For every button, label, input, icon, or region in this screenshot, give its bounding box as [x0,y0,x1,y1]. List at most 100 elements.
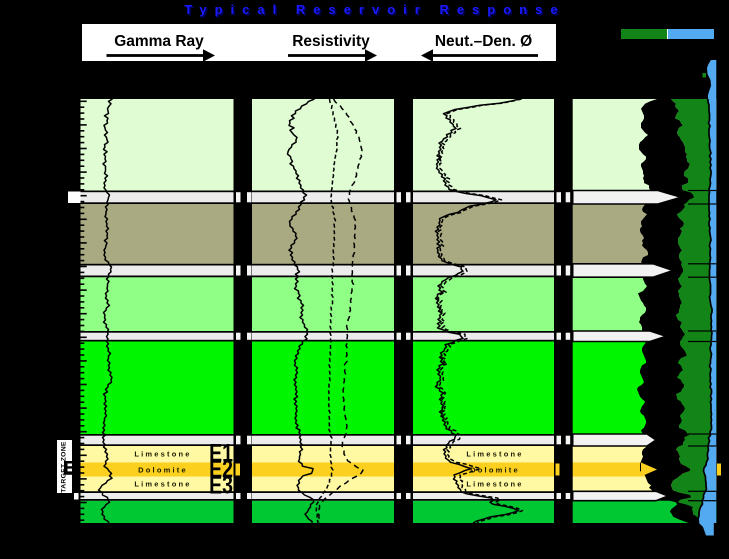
layer-limestone-e3 [413,476,554,492]
band-stub [406,493,411,499]
layer-shale-bright [80,341,234,434]
separator-band [252,331,394,342]
layer-shale-mid [252,277,394,331]
fluid-legend [621,28,714,39]
band-stub [396,332,401,340]
band-stub-left [68,191,81,203]
porosity-band-wedge [571,263,676,278]
separator-band [80,434,234,446]
separator-band [252,491,394,501]
separator-band [80,263,234,278]
band-stub [247,192,252,203]
lith-label-gr-0: Limestone [134,449,192,459]
layer-shale-upper [80,99,234,191]
track-header-gamma-ray: Gamma Ray [114,32,204,50]
band-line-t4 [688,263,717,265]
lith-label-gr-1: Dolomite [138,464,188,474]
track-header-resistivity: Resistivity [292,32,370,50]
band-stub [236,265,241,276]
dolomite-arrow [641,462,657,477]
layer-shale-upper [252,99,394,191]
curve-gamma-ray [97,98,113,524]
zone-label-e3: E3 [209,471,233,500]
band-stub [406,435,411,445]
dolomite-side-tick [235,463,240,476]
layer-silt-khaki [252,204,394,264]
band-stub [247,493,252,499]
band-stub [406,265,411,276]
layer-shale-bottom [252,500,394,523]
band-line-t4 [688,433,717,435]
band-line-t4 [688,340,717,343]
band-line-t4 [688,203,717,205]
band-line-t4 [688,490,717,492]
porosity-band-wedge [571,433,658,447]
legend-pay-swatch [621,28,667,39]
band-stub [556,493,561,499]
band-line-t4 [688,276,717,278]
target-zone-tick [74,493,79,500]
separator-band [80,190,234,204]
band-stub [236,435,241,445]
curve-nd-density [436,98,524,524]
band-stub [565,332,571,340]
band-line-t4 [688,500,717,502]
band-stub [565,265,571,276]
band-stub [556,265,561,276]
band-stub [406,192,411,203]
layer-shale-bottom [413,500,554,523]
band-stub [406,332,411,340]
separator-band [80,331,234,342]
separator-band [252,190,394,204]
band-stub [236,332,241,340]
band-stub [565,192,571,203]
lith-label-nd-1: Dolomite [470,464,520,474]
band-stub [396,435,401,445]
band-stub [565,435,571,445]
layer-limestone-e3 [80,476,234,492]
water-strip-top [707,60,717,99]
layer-dolomite-e2 [80,462,234,477]
pay-fleck [702,73,706,78]
zone-label-e1: E1 [209,439,233,468]
curve-nd-neutron [434,98,520,524]
gamma-ray-arrow-shaft [106,54,203,57]
layer-shale-bottom [80,500,234,523]
band-stub [247,265,252,276]
porosity-band-wedge [571,330,669,343]
legend-water-swatch [668,28,714,39]
band-stub [247,435,252,445]
layer-shale-mid [80,277,234,331]
band-stub [556,332,561,340]
band-stub [396,265,401,276]
target-zone-bracket [64,461,73,475]
band-stub [396,192,401,203]
layer-limestone-e1 [80,446,234,463]
band-stub [247,332,252,340]
band-stub [236,493,241,499]
resistivity-arrow-shaft [288,54,365,57]
layer-shale-bright [413,341,554,434]
figure-title: Typical Reservoir Response [184,2,566,17]
porosity-pay-fill [671,99,712,523]
curve-res-medium [315,98,339,524]
band-stub [565,493,571,499]
lith-label-nd-2: Limestone [466,479,524,489]
band-stub [396,493,401,499]
gamma-ray-arrow-head [203,49,215,62]
neutron-density-arrow-head [421,49,433,62]
layer-dolomite-e2 [413,462,554,477]
layer-shale-bright [252,341,394,434]
separator-band [413,190,554,204]
dolomite-side-tick [717,463,721,476]
layer-silt-khaki [413,204,554,264]
layer-limestone-e1 [252,446,394,463]
dolomite-side-tick [555,463,560,476]
layer-shale-mid [413,277,554,331]
band-stub [556,192,561,203]
band-line-t4 [688,330,717,332]
separator-band [413,263,554,278]
neutron-density-arrow-shaft [433,54,538,57]
layer-shale-upper [413,99,554,191]
